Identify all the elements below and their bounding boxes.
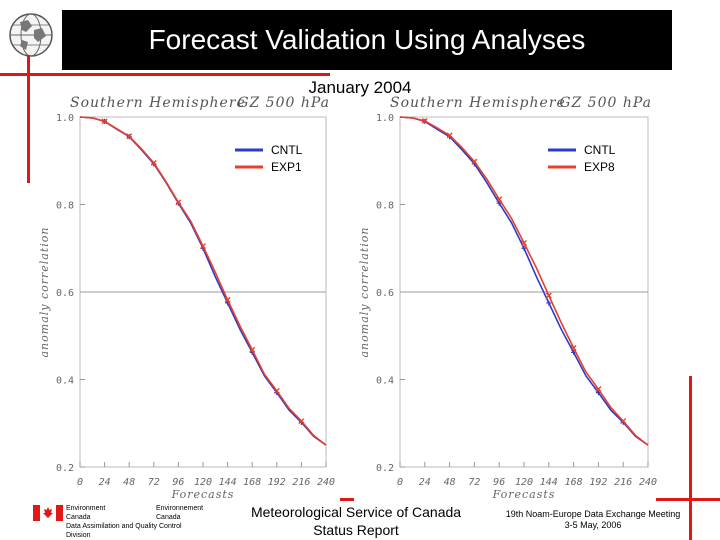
chart-1-point-exp1 [101,118,108,125]
red-accent-vertical-top [27,55,30,183]
chart-2-point-exp8 [446,132,453,139]
footer-center-line2: Status Report [313,522,399,538]
chart-1-point-exp1 [200,243,206,250]
chart-2-point-exp8 [570,345,577,351]
chart-2-ytick-label: 0.2 [376,463,394,474]
slide-title: Forecast Validation Using Analyses [62,10,672,70]
chart-2-xlabel: Forecasts [492,488,556,501]
chart-2-legend-label-cntl: CNTL [584,143,616,157]
footer-org-en: Environment Canada [66,505,106,521]
footer-right-line1: 19th Noam-Europe Data Exchange Meeting [505,509,681,519]
chart-1-legend-label-exp1: EXP1 [271,160,302,174]
chart-2-xtick-label: 192 [589,477,607,488]
chart-2-title: Southern Hemisphere [390,95,566,111]
chart-1-point-exp1 [224,296,231,303]
chart-1-point-exp1 [249,346,256,353]
chart-1-ytick-label: 0.2 [56,463,74,474]
chart-2-xtick-label: 72 [468,477,480,488]
chart-2-point-exp8 [496,196,503,203]
chart-1-xtick-label: 24 [99,477,111,488]
chart-1-ytick-label: 0.8 [56,201,74,212]
chart-2-point-exp8 [545,292,552,299]
chart-2-point-exp8 [421,117,428,124]
chart-2-xtick-label: 24 [419,477,431,488]
chart-2-xtick-label: 0 [397,477,403,488]
red-accent-center-stub [340,498,354,501]
footer-right-line2: 3-5 May, 2006 [564,520,622,530]
chart-1-xtick-label: 144 [219,477,237,488]
chart-1-xtick-label: 0 [77,477,83,488]
footer-organization: Environment Canada Environnement Canada … [66,504,236,540]
chart-2-point-exp8 [521,240,527,246]
chart-1-title-right: GZ 500 hPa [237,95,330,111]
chart-1-xtick-label: 216 [292,477,310,488]
chart-2-point-cntl [521,245,527,251]
chart-1-xtick-label: 192 [268,477,286,488]
red-accent-vertical-bottom [689,376,692,540]
chart-2-ytick-label: 1.0 [376,113,394,124]
chart-1-ytick-label: 0.4 [56,376,74,387]
chart-2-xtick-label: 240 [639,477,657,488]
footer-center: Meteorological Service of Canada Status … [236,503,476,539]
chart-1-xtick-label: 168 [243,477,261,488]
chart-2-point-cntl [546,300,552,306]
chart-1-title: Southern Hemisphere [70,95,246,111]
chart-2-ytick-label: 0.4 [376,376,394,387]
chart-2-xtick-label: 144 [540,477,558,488]
chart-1-xlabel: Forecasts [171,488,235,501]
chart-1-point-exp1 [298,418,305,425]
chart-2-title-right: GZ 500 hPa [559,95,652,111]
chart-2-xtick-label: 216 [614,477,632,488]
chart-2-point-exp8 [620,418,627,425]
chart-1-xtick-label: 72 [148,477,160,488]
chart-1-xtick-label: 96 [172,477,184,488]
globe-logo [9,13,53,57]
chart-2-point-exp8 [471,158,478,165]
red-accent-horizontal-top [0,73,330,76]
footer-center-line1: Meteorological Service of Canada [250,504,462,520]
footer-org-fr: Environnement Canada [156,505,204,521]
chart-1-ylabel: anomaly correlation [38,226,51,357]
chart-2-legend-label-exp8: EXP8 [584,160,615,174]
chart-1-ytick-label: 1.0 [56,113,74,124]
chart-2-ytick-label: 0.8 [376,201,394,212]
footer-division: Data Assimilation and Quality Control Di… [66,523,182,539]
red-accent-horizontal-bottom [656,498,720,501]
chart-2-ylabel: anomaly correlation [358,226,371,357]
chart-1-point-exp1 [273,387,280,394]
canada-flag-icon [33,505,63,521]
chart-1-xtick-label: 48 [123,477,135,488]
chart-1-xtick-label: 120 [194,477,212,488]
chart-2-xtick-label: 168 [565,477,583,488]
footer-right: 19th Noam-Europe Data Exchange Meeting 3… [488,509,698,531]
slide-subtitle: January 2004 [308,78,412,97]
chart-2-xtick-label: 120 [515,477,533,488]
chart-1-point-exp1 [175,199,182,206]
chart-1-point-exp1 [150,159,157,166]
chart-1-ytick-label: 0.6 [56,288,74,299]
chart-1-legend-label-cntl: CNTL [271,143,303,157]
chart-2-xtick-label: 48 [444,477,456,488]
chart-1-xtick-label: 240 [317,477,335,488]
chart-1-point-exp1 [126,133,133,140]
chart-2-ytick-label: 0.6 [376,288,394,299]
chart-2-xtick-label: 96 [493,477,505,488]
chart-2-point-exp8 [595,386,602,393]
